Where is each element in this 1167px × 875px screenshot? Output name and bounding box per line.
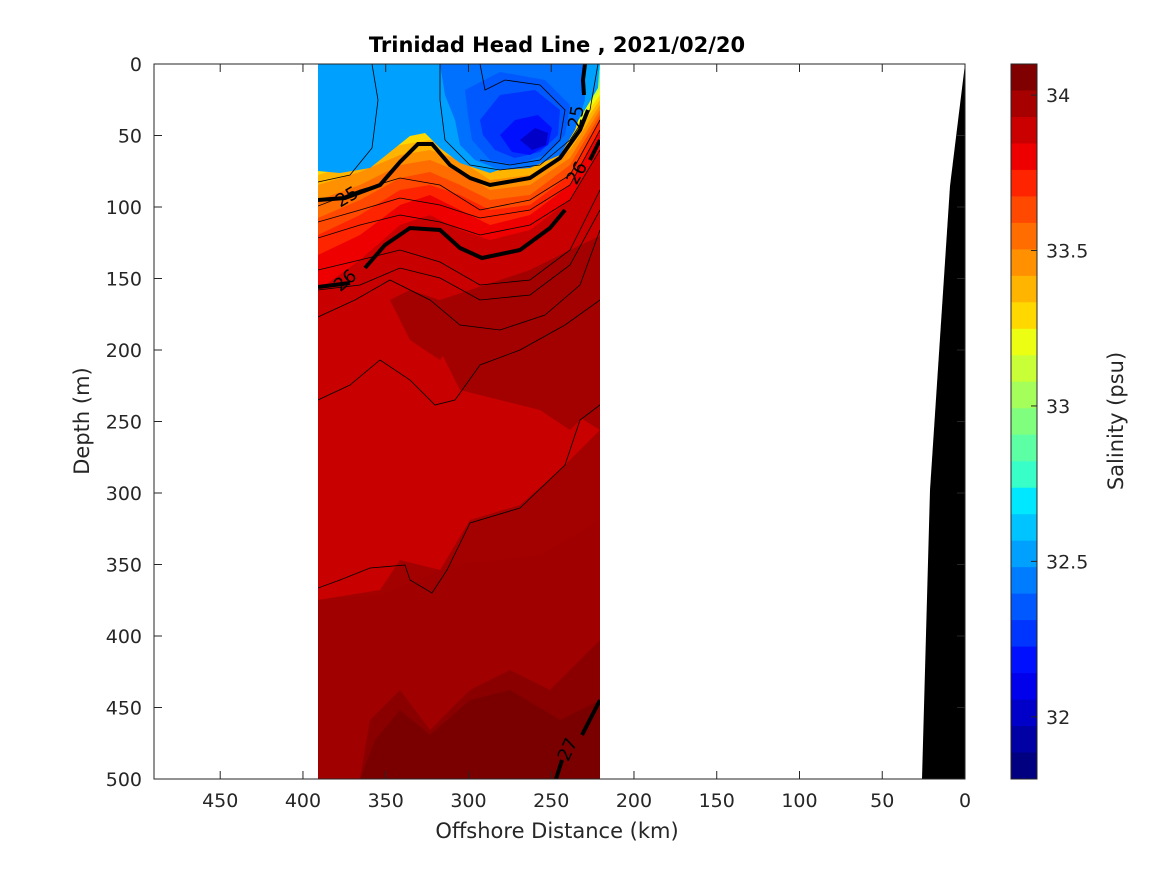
salinity-band-34-2 (360, 690, 600, 779)
y-tick-label: 250 (106, 412, 142, 434)
colorbar-swatch (1011, 249, 1037, 277)
y-tick-label: 500 (106, 769, 142, 791)
x-tick-label: 0 (959, 790, 971, 812)
colorbar-swatch (1011, 381, 1037, 409)
colorbar-frame (1010, 63, 1038, 780)
y-tick-label: 0 (130, 54, 142, 76)
colorbar-swatch (1011, 434, 1037, 462)
colorbar-swatch (1011, 487, 1037, 515)
chart-title: Trinidad Head Line , 2021/02/20 (369, 33, 745, 57)
colorbar-swatch (1011, 699, 1037, 727)
x-tick-label: 450 (202, 790, 238, 812)
colorbar-swatch (1011, 673, 1037, 701)
y-tick-label: 50 (118, 126, 142, 148)
colorbar-swatch (1011, 275, 1037, 303)
x-tick-label: 100 (781, 790, 817, 812)
colorbar-swatch (1011, 196, 1037, 224)
y-tick-label: 400 (106, 626, 142, 648)
colorbar-ticks: 32 32.5 33 33.5 34 (1031, 85, 1088, 729)
colorbar-swatch (1011, 222, 1037, 250)
colorbar-swatch (1011, 169, 1037, 197)
thick-contours (318, 64, 600, 779)
y-axis-label: Depth (m) (70, 367, 94, 474)
colorbar-swatch (1011, 408, 1037, 436)
colorbar-tick-label: 33.5 (1046, 241, 1088, 263)
colorbar-swatch (1011, 143, 1037, 171)
y-tick-labels: 0 50 100 150 200 250 300 350 400 450 500 (106, 54, 142, 791)
colorbar (1011, 64, 1037, 780)
colorbar-label: Salinity (psu) (1104, 352, 1128, 490)
x-tick-labels: 450 400 350 300 250 200 150 100 50 0 (202, 790, 971, 812)
colorbar-swatch (1011, 646, 1037, 674)
salinity-field (318, 64, 600, 779)
colorbar-swatch (1011, 726, 1037, 754)
colorbar-swatch (1011, 90, 1037, 118)
y-tick-label: 200 (106, 340, 142, 362)
thin-contours (318, 64, 600, 594)
colorbar-swatch (1011, 567, 1037, 595)
y-tick-label: 150 (106, 269, 142, 291)
y-tick-label: 300 (106, 483, 142, 505)
colorbar-tick-label: 33 (1046, 396, 1070, 418)
x-tick-label: 250 (533, 790, 569, 812)
salinity-band-32-0 (520, 128, 548, 150)
colorbar-swatch (1011, 64, 1037, 91)
colorbar-swatch (1011, 302, 1037, 330)
colorbar-swatch (1011, 514, 1037, 542)
x-tick-label: 200 (616, 790, 652, 812)
colorbar-swatch (1011, 593, 1037, 621)
x-tick-label: 50 (870, 790, 894, 812)
x-tick-label: 350 (368, 790, 404, 812)
y-tick-marks (154, 63, 965, 780)
x-axis-label: Offshore Distance (km) (435, 819, 678, 843)
colorbar-swatch (1011, 116, 1037, 144)
salinity-band-34-05b (390, 236, 600, 430)
x-tick-marks (219, 64, 966, 779)
colorbar-swatch (1011, 461, 1037, 489)
colorbar-swatch (1011, 540, 1037, 568)
colorbar-swatch (1011, 620, 1037, 648)
colorbar-tick-label: 32 (1046, 707, 1070, 729)
y-tick-label: 350 (106, 555, 142, 577)
coastline-bathymetry (922, 64, 965, 779)
colorbar-tick-label: 34 (1046, 85, 1070, 107)
x-tick-label: 400 (285, 790, 321, 812)
colorbar-swatch (1011, 752, 1037, 780)
colorbar-tick-label: 32.5 (1046, 551, 1088, 573)
colorbar-swatch (1011, 355, 1037, 383)
y-tick-label: 450 (106, 698, 142, 720)
y-tick-label: 100 (106, 197, 142, 219)
x-tick-label: 300 (450, 790, 486, 812)
x-tick-label: 150 (699, 790, 735, 812)
contour-label-25-right: 25 (564, 104, 589, 130)
colorbar-swatch (1011, 328, 1037, 356)
